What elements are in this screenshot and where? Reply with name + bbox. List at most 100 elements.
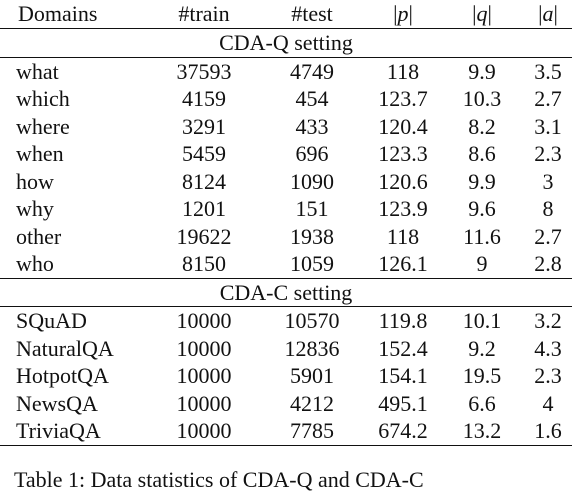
cell-q: 9.9 <box>468 58 496 84</box>
table-row: NewsQA 10000 4212 495.1 6.6 4 <box>0 390 572 418</box>
cell-p: 120.4 <box>378 113 428 139</box>
cell-domain: other <box>16 223 62 249</box>
cell-a: 8 <box>542 196 554 221</box>
cell-a: 3.2 <box>534 308 562 333</box>
cell-a: 3.1 <box>534 113 562 139</box>
cell-domain: TriviaQA <box>0 417 150 446</box>
cell-train: 10000 <box>176 363 232 388</box>
cell-q: 11.6 <box>463 223 501 249</box>
section-title: CDA-C setting <box>0 278 572 307</box>
table-row: TriviaQA 10000 7785 674.2 13.2 1.6 <box>0 417 572 446</box>
cell-p: 123.7 <box>378 86 428 111</box>
cell-p: 152.4 <box>378 335 428 361</box>
cell-domain: which <box>16 86 70 111</box>
cell-domain: why <box>16 196 54 221</box>
cell-a: 3 <box>542 168 554 194</box>
table-row: who 8150 1059 126.1 9 2.8 <box>0 250 572 279</box>
cell-domain: where <box>16 113 70 139</box>
table-row: HotpotQA 10000 5901 154.1 19.5 2.3 <box>0 362 572 390</box>
cell-q: 9 <box>440 250 524 279</box>
table-header-row: Domains #train #test |p| |q| |a| <box>0 0 572 29</box>
cell-q: 10.1 <box>462 308 502 333</box>
cell-a: 2.7 <box>534 86 562 111</box>
cell-train: 10000 <box>176 335 232 361</box>
header-domains: Domains <box>0 0 150 29</box>
cell-a: 2.7 <box>534 223 562 249</box>
cell-domain: how <box>16 168 54 194</box>
cell-test: 1938 <box>290 223 334 249</box>
cell-test: 454 <box>295 86 329 111</box>
header-p-variable: p <box>397 1 409 27</box>
table-row: NaturalQA 10000 12836 152.4 9.2 4.3 <box>0 335 572 363</box>
cell-train: 19622 <box>176 223 232 249</box>
header-q-left-bar: | <box>472 1 477 27</box>
header-p-length: |p| <box>366 0 440 29</box>
cell-train: 10000 <box>150 417 258 446</box>
table-row: which 4159 454 123.7 10.3 2.7 <box>0 85 572 113</box>
section-header-row: CDA-C setting <box>0 278 572 307</box>
cell-domain: when <box>16 141 64 166</box>
cell-p: 120.6 <box>378 168 428 194</box>
cell-domain: who <box>0 250 150 279</box>
table-row: where 3291 433 120.4 8.2 3.1 <box>0 113 572 141</box>
section-header-row: CDA-Q setting <box>0 28 572 58</box>
cell-q: 10.3 <box>462 86 502 111</box>
cell-p: 123.3 <box>378 141 428 166</box>
cell-test: 4749 <box>290 58 334 84</box>
section-title: CDA-Q setting <box>0 28 572 58</box>
cell-q: 9.9 <box>468 168 496 194</box>
table-row: SQuAD 10000 10570 119.8 10.1 3.2 <box>0 307 572 335</box>
cell-q: 13.2 <box>440 417 524 446</box>
header-p-right-bar: | <box>408 1 413 27</box>
cell-test: 433 <box>295 113 329 139</box>
cell-p: 674.2 <box>366 417 440 446</box>
header-q-variable: q <box>476 1 488 27</box>
cell-p: 154.1 <box>378 363 428 388</box>
cell-domain: HotpotQA <box>16 363 109 388</box>
header-p-left-bar: | <box>393 1 398 27</box>
cell-q: 8.2 <box>468 113 496 139</box>
table-row: why 1201 151 123.9 9.6 8 <box>0 195 572 223</box>
cell-domain: what <box>16 58 59 84</box>
cell-q: 19.5 <box>462 363 502 388</box>
cell-domain: SQuAD <box>16 308 87 333</box>
cell-p: 118 <box>386 58 420 84</box>
cell-p: 123.9 <box>378 196 428 221</box>
cell-test: 696 <box>295 141 329 166</box>
cell-a: 2.8 <box>524 250 572 279</box>
cell-q: 6.6 <box>468 390 496 416</box>
cell-test: 10570 <box>284 308 340 333</box>
cell-train: 1201 <box>182 196 226 221</box>
cell-domain: NaturalQA <box>16 335 114 361</box>
cell-test: 4212 <box>290 390 334 416</box>
cell-train: 8124 <box>182 168 226 194</box>
header-a-variable: a <box>542 1 554 27</box>
cell-p: 118 <box>386 223 420 249</box>
header-train: #train <box>150 0 258 29</box>
table-caption: Table 1: Data statistics of CDA-Q and CD… <box>14 467 424 492</box>
header-a-left-bar: | <box>538 1 543 27</box>
cell-train: 10000 <box>176 308 232 333</box>
cell-train: 37593 <box>176 58 232 84</box>
cell-test: 151 <box>295 196 329 221</box>
cell-train: 8150 <box>150 250 258 279</box>
cell-q: 9.6 <box>468 196 496 221</box>
cell-train: 10000 <box>176 390 232 416</box>
cell-a: 1.6 <box>524 417 572 446</box>
header-q-right-bar: | <box>487 1 492 27</box>
cell-p: 126.1 <box>366 250 440 279</box>
cell-a: 4 <box>542 390 554 416</box>
table-row: what 37593 4749 118 9.9 3.5 <box>0 57 572 85</box>
cell-q: 9.2 <box>468 335 496 361</box>
cell-test: 1090 <box>290 168 334 194</box>
table-row: other 19622 1938 118 11.6 2.7 <box>0 223 572 251</box>
cell-p: 119.8 <box>378 308 428 333</box>
cell-test: 1059 <box>258 250 366 279</box>
cell-a: 3.5 <box>534 58 562 84</box>
cell-test: 12836 <box>284 335 340 361</box>
cell-train: 3291 <box>182 113 226 139</box>
cell-test: 7785 <box>258 417 366 446</box>
cell-q: 8.6 <box>468 141 496 166</box>
table-body: CDA-Q setting what 37593 4749 118 9.9 3.5 which… <box>0 28 572 446</box>
table-row: how 8124 1090 120.6 9.9 3 <box>0 168 572 196</box>
